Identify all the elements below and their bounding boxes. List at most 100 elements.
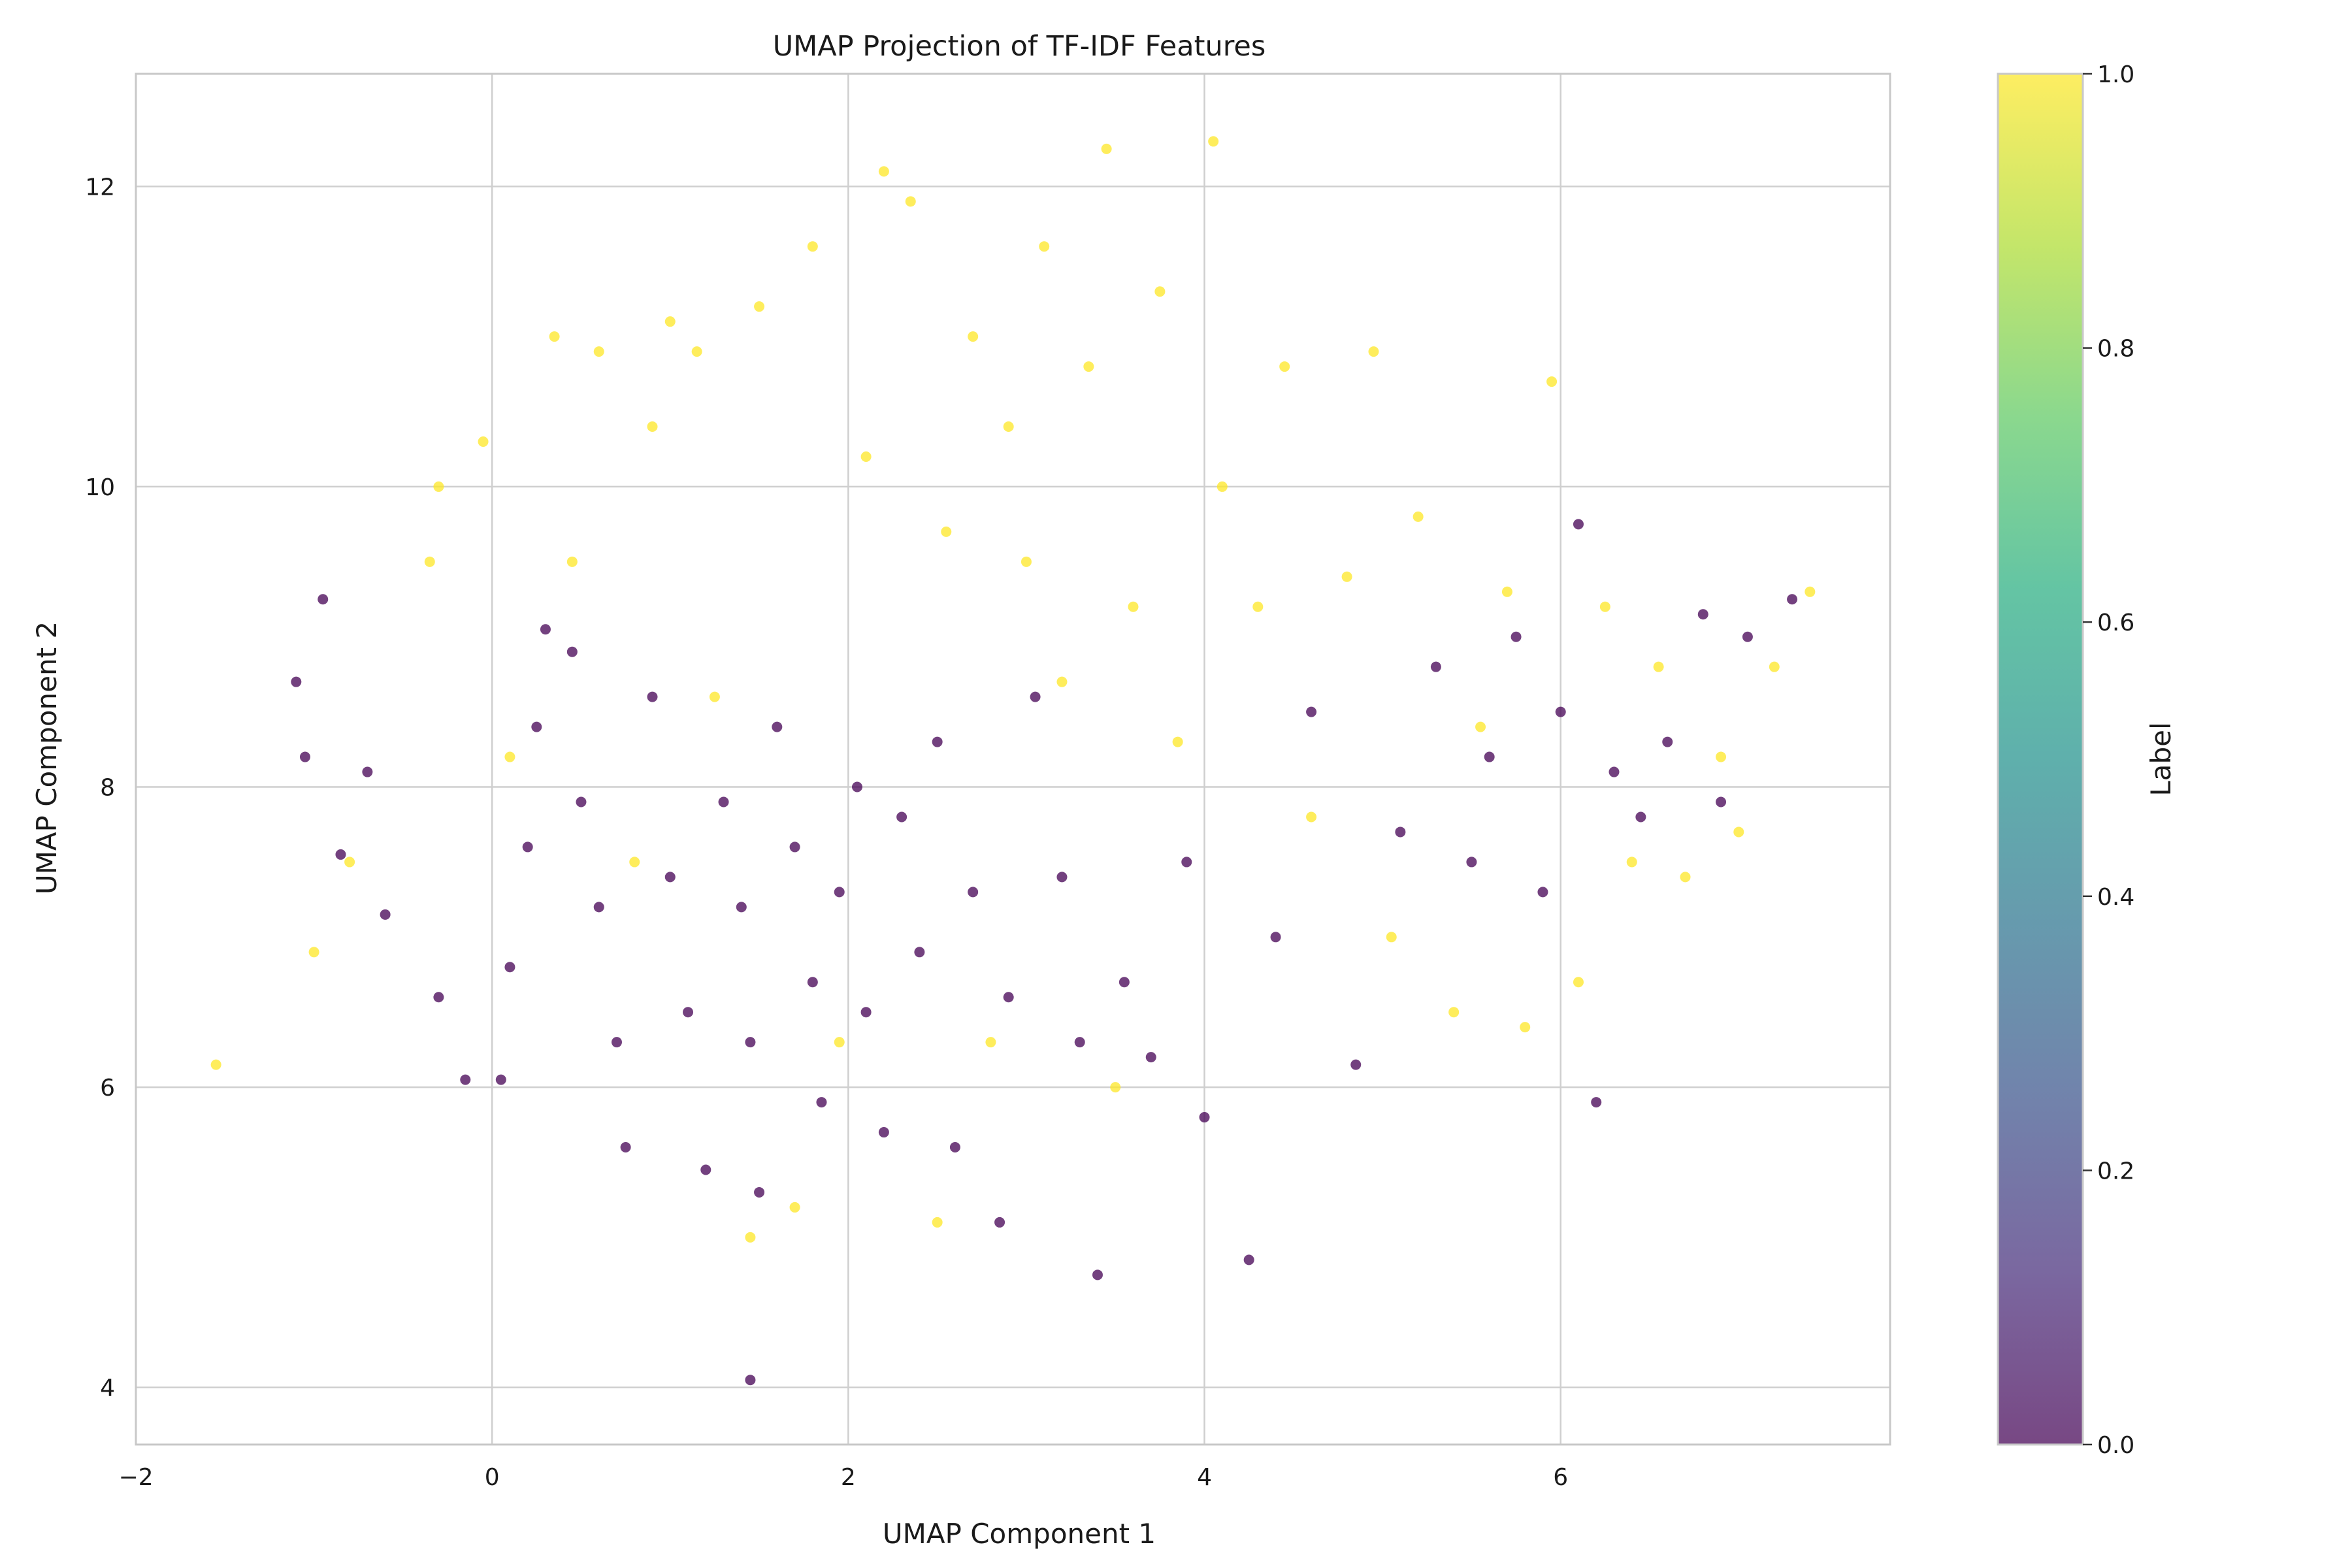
data-point-label-0 bbox=[1030, 691, 1041, 702]
data-point-label-0 bbox=[611, 1037, 622, 1048]
data-point-label-0 bbox=[362, 766, 373, 777]
data-point-label-0 bbox=[1306, 706, 1317, 717]
data-point-label-1 bbox=[566, 556, 578, 567]
data-point-label-0 bbox=[1181, 857, 1192, 868]
data-point-label-0 bbox=[1662, 736, 1673, 747]
data-point-label-1 bbox=[593, 346, 604, 357]
data-point-label-1 bbox=[1110, 1082, 1121, 1093]
data-point-label-0 bbox=[949, 1142, 960, 1153]
x-axis-label: UMAP Component 1 bbox=[883, 1518, 1156, 1550]
data-point-label-1 bbox=[1733, 826, 1744, 838]
data-point-label-1 bbox=[1083, 361, 1094, 372]
data-point-label-0 bbox=[522, 841, 533, 853]
data-point-label-0 bbox=[1742, 631, 1753, 642]
data-point-label-0 bbox=[576, 796, 587, 808]
data-point-label-0 bbox=[1270, 932, 1281, 943]
data-point-label-1 bbox=[433, 481, 444, 492]
x-tick-label: −2 bbox=[118, 1464, 153, 1491]
colorbar-label: Label bbox=[2145, 722, 2177, 796]
data-point-label-1 bbox=[691, 346, 702, 357]
data-point-label-1 bbox=[1279, 361, 1290, 372]
data-point-label-0 bbox=[1092, 1269, 1103, 1281]
data-point-label-0 bbox=[754, 1186, 765, 1198]
data-point-label-1 bbox=[1520, 1022, 1531, 1033]
data-point-label-1 bbox=[1501, 586, 1512, 597]
data-point-label-1 bbox=[664, 316, 676, 327]
data-point-label-0 bbox=[1484, 751, 1495, 762]
data-point-label-0 bbox=[745, 1037, 756, 1048]
data-point-label-0 bbox=[834, 887, 845, 898]
data-point-label-1 bbox=[807, 241, 818, 252]
data-point-label-1 bbox=[1368, 346, 1379, 357]
data-point-label-0 bbox=[1056, 872, 1068, 883]
y-tick-label: 4 bbox=[100, 1375, 115, 1402]
data-point-label-1 bbox=[210, 1059, 221, 1070]
colorbar-tick-label: 0.6 bbox=[2097, 610, 2134, 636]
data-point-label-1 bbox=[344, 857, 355, 868]
data-point-label-0 bbox=[291, 676, 302, 687]
data-point-label-0 bbox=[816, 1097, 827, 1108]
data-point-label-0 bbox=[335, 849, 346, 860]
grid bbox=[135, 74, 1890, 1445]
data-point-label-1 bbox=[860, 451, 872, 462]
data-point-label-0 bbox=[1555, 706, 1566, 717]
data-point-label-0 bbox=[433, 992, 444, 1003]
data-point-label-1 bbox=[941, 526, 952, 537]
data-point-label-1 bbox=[1769, 661, 1780, 672]
data-point-label-1 bbox=[1101, 143, 1112, 154]
data-point-label-0 bbox=[1573, 519, 1584, 530]
data-point-label-1 bbox=[745, 1232, 756, 1243]
data-point-label-0 bbox=[718, 796, 729, 808]
data-point-label-0 bbox=[647, 691, 658, 702]
x-tick-label: 4 bbox=[1197, 1464, 1212, 1491]
colorbar-ticks: 0.0 0.2 0.4 0.6 0.8 1.0 bbox=[2083, 61, 2134, 1459]
data-point-label-1 bbox=[1341, 571, 1352, 582]
y-tick-label: 8 bbox=[100, 775, 115, 802]
data-point-label-1 bbox=[1003, 421, 1014, 433]
data-point-label-0 bbox=[1716, 796, 1727, 808]
data-point-label-0 bbox=[299, 751, 310, 762]
data-point-label-1 bbox=[834, 1037, 845, 1048]
data-point-label-0 bbox=[860, 1007, 872, 1018]
data-point-label-0 bbox=[1511, 631, 1522, 642]
data-point-label-1 bbox=[968, 331, 979, 342]
data-point-label-1 bbox=[629, 857, 640, 868]
data-point-label-1 bbox=[478, 436, 489, 447]
y-tick-label: 10 bbox=[85, 474, 115, 501]
data-point-label-0 bbox=[745, 1375, 756, 1386]
data-point-label-0 bbox=[664, 872, 676, 883]
data-point-label-1 bbox=[1217, 481, 1228, 492]
colorbar-tick-label: 0.2 bbox=[2097, 1158, 2134, 1184]
data-point-label-0 bbox=[1635, 811, 1646, 823]
data-point-label-0 bbox=[531, 721, 542, 732]
data-point-label-1 bbox=[1128, 601, 1139, 612]
data-point-label-1 bbox=[1448, 1007, 1460, 1018]
data-point-label-1 bbox=[1653, 661, 1664, 672]
data-point-label-1 bbox=[424, 556, 435, 567]
data-point-label-0 bbox=[1395, 826, 1406, 838]
data-point-label-1 bbox=[1252, 601, 1264, 612]
data-point-label-0 bbox=[1466, 857, 1477, 868]
data-point-label-1 bbox=[1573, 977, 1584, 988]
data-point-label-0 bbox=[1591, 1097, 1602, 1108]
colorbar-tick-label: 0.0 bbox=[2097, 1432, 2134, 1459]
data-points bbox=[210, 136, 1816, 1386]
data-point-label-0 bbox=[566, 646, 578, 657]
data-point-label-0 bbox=[914, 947, 925, 958]
data-point-label-0 bbox=[932, 736, 943, 747]
y-tick-label: 12 bbox=[85, 174, 115, 201]
data-point-label-1 bbox=[549, 331, 560, 342]
data-point-label-1 bbox=[1386, 932, 1397, 943]
data-point-label-0 bbox=[994, 1217, 1005, 1228]
data-point-label-1 bbox=[985, 1037, 996, 1048]
data-point-label-0 bbox=[593, 902, 604, 913]
data-point-label-1 bbox=[1626, 857, 1637, 868]
colorbar-tick-label: 0.4 bbox=[2097, 884, 2134, 911]
data-point-label-0 bbox=[1074, 1037, 1085, 1048]
data-point-label-0 bbox=[1199, 1112, 1210, 1123]
data-point-label-1 bbox=[1172, 736, 1183, 747]
data-point-label-0 bbox=[878, 1127, 889, 1138]
data-point-label-1 bbox=[308, 947, 319, 958]
data-point-label-1 bbox=[504, 751, 515, 762]
